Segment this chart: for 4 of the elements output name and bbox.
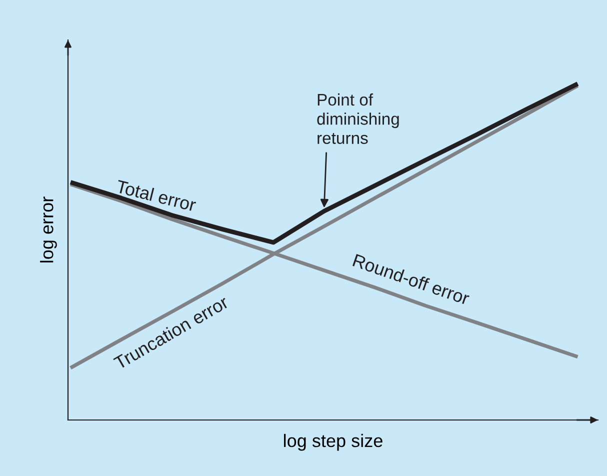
y-axis-title: log error — [40, 196, 57, 262]
x-axis-title: log step size — [284, 434, 382, 451]
text: Total error — [116, 179, 197, 212]
annotation: Point of diminishing returns — [317, 93, 399, 144]
